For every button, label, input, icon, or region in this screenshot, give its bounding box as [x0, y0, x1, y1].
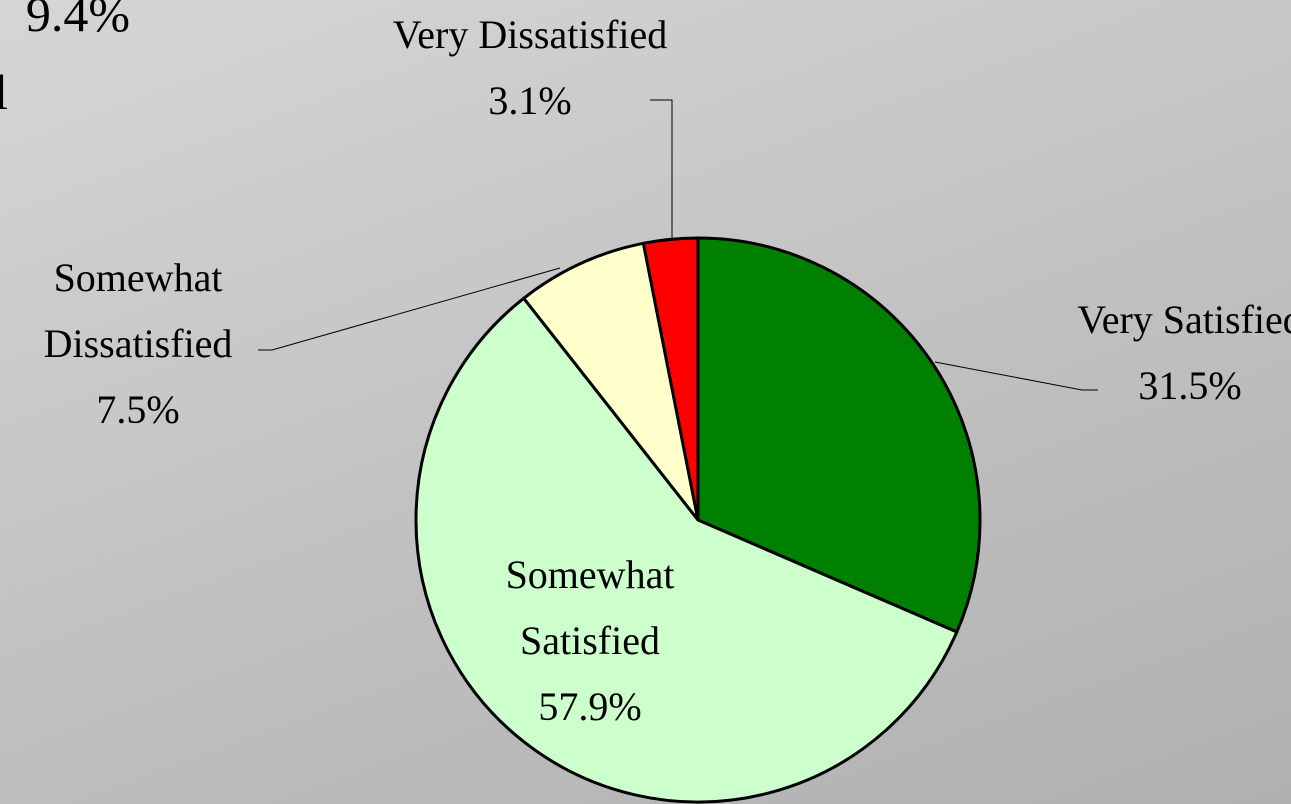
- leader-line: [934, 361, 1098, 391]
- annotation: l: [0, 64, 8, 120]
- annotation: 9.4%: [25, 0, 130, 42]
- slice-label: Somewhat Satisfied 57.9%: [450, 542, 730, 740]
- value-label: 7.5%: [96, 387, 180, 432]
- pie-slice: [414, 296, 959, 804]
- slice-label: Somewhat Dissatisfied 7.5%: [0, 245, 278, 443]
- pie-slice: [641, 236, 700, 522]
- value-label: 57.9%: [538, 684, 642, 729]
- pie-slice: [696, 236, 982, 634]
- value-label: 31.5%: [1138, 363, 1242, 408]
- leader-line: [650, 99, 673, 240]
- category-label: Very Satisfied: [1077, 297, 1291, 342]
- category-label: Somewhat Satisfied: [505, 552, 675, 663]
- slice-label: Very Dissatisfied 3.1%: [390, 2, 670, 134]
- pie-slice: [522, 241, 700, 522]
- leader-line: [258, 267, 561, 351]
- slice-label: Very Satisfied 31.5%: [1050, 287, 1291, 419]
- leader-lines: [258, 99, 1098, 391]
- category-label: Somewhat Dissatisfied: [43, 255, 233, 366]
- category-label: Very Dissatisfied: [392, 12, 668, 57]
- value-label: 3.1%: [488, 78, 572, 123]
